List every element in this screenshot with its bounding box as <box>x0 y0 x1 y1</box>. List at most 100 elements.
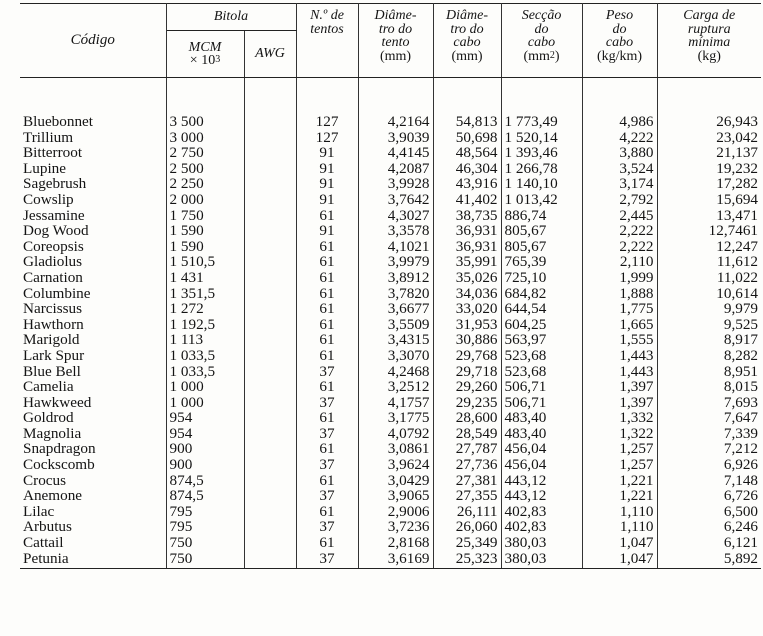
cell-diam-cabo: 34,036 <box>433 285 502 302</box>
cell-diam-tento: 3,9039 <box>358 129 434 146</box>
cell-mcm: 1 750 <box>166 207 245 224</box>
cell-seccao: 483,40 <box>501 410 583 426</box>
cell-seccao: 1 013,42 <box>501 192 583 208</box>
cell-awg <box>244 519 297 536</box>
cell-awg <box>244 425 297 442</box>
cell-awg <box>244 332 297 348</box>
table-row: Marigold 1 113 61 3,4315 30,886 563,97 1,555 8,… <box>20 332 761 348</box>
cell-diam-tento: 4,2468 <box>358 363 434 380</box>
cell-mcm: 954 <box>166 426 245 442</box>
cell-carga: 11,022 <box>716 268 759 286</box>
header-n-tentos-line1: N.º de <box>310 8 344 23</box>
table-row: Trillium 3 000 127 3,9039 50,698 1 520,14 4,22… <box>20 129 761 146</box>
cell-n-tentos: 127 <box>296 114 359 130</box>
cell-peso: 1,999 <box>582 270 658 286</box>
cell-carga: 8,917 <box>723 331 759 349</box>
cell-peso: 1,110 <box>582 504 658 520</box>
table-row: Hawthorn 1 192,5 61 3,5509 31,953 604,25 1,665… <box>20 317 761 333</box>
cell-awg <box>244 145 297 161</box>
cell-awg <box>244 114 297 130</box>
cell-peso: 1,221 <box>582 488 658 504</box>
table-row: Jessamine 1 750 61 4,3027 38,735 886,74 2,445 1… <box>20 207 761 224</box>
cell-mcm: 1 431 <box>166 270 245 286</box>
cell-diam-tento: 4,2164 <box>358 114 434 130</box>
cell-n-tentos: 61 <box>296 239 359 255</box>
spacer-cell <box>657 78 761 115</box>
cell-diam-cabo: 48,564 <box>433 145 502 161</box>
cell-n-tentos: 61 <box>296 348 359 364</box>
cell-diam-cabo: 38,735 <box>433 207 502 224</box>
cell-diam-cabo: 46,304 <box>433 161 502 177</box>
header-diam-tento-line3: tento <box>381 35 410 50</box>
cell-codigo: Anemone <box>20 488 167 504</box>
cell-awg <box>244 457 297 473</box>
header-seccao-unit: (mm2) <box>504 49 580 63</box>
header-n-tentos: N.º de tentos <box>296 3 359 78</box>
cell-mcm: 900 <box>166 457 245 473</box>
cell-diam-tento: 4,1757 <box>358 395 434 411</box>
cell-diam-tento: 4,2087 <box>358 161 434 177</box>
table-row: Dog Wood 1 590 91 3,3578 36,931 805,67 2,222 12… <box>20 223 761 239</box>
cell-awg <box>244 503 297 520</box>
cell-seccao: 1 520,14 <box>501 129 583 146</box>
cell-awg <box>244 441 297 458</box>
cell-peso: 1,221 <box>582 473 658 489</box>
table-row: Columbine 1 351,5 61 3,7820 34,036 684,82 1,88… <box>20 285 761 302</box>
table-row: Narcissus 1 272 61 3,6677 33,020 644,54 1,775 9… <box>20 301 761 317</box>
cell-mcm: 795 <box>166 519 245 536</box>
spacer-cell <box>501 77 583 114</box>
cell-diam-cabo: 29,768 <box>433 348 502 364</box>
cell-awg <box>244 176 297 192</box>
cell-diam-cabo: 28,600 <box>433 410 502 426</box>
header-mcm-unit-exp: 3 <box>215 54 221 65</box>
cell-peso: 3,524 <box>582 161 658 177</box>
cell-awg <box>244 285 297 302</box>
header-codigo-label: Código <box>70 31 115 48</box>
cell-diam-cabo: 28,549 <box>433 426 502 442</box>
header-diam-cabo-line2: tro do <box>450 21 484 37</box>
cell-awg <box>244 535 297 551</box>
cell-n-tentos: 91 <box>296 192 359 208</box>
cell-carga: 11,612 <box>716 253 759 271</box>
table-row: Camelia 1 000 61 3,2512 29,260 506,71 1,397 8,0… <box>20 379 761 395</box>
cell-codigo: Marigold <box>20 332 167 348</box>
cell-peso: 1,110 <box>582 519 658 536</box>
cell-diam-cabo: 43,916 <box>433 176 502 192</box>
cell-n-tentos: 61 <box>296 410 359 426</box>
cell-mcm: 2 250 <box>166 176 245 192</box>
cell-peso: 1,888 <box>582 285 658 302</box>
cell-peso: 2,110 <box>582 254 658 270</box>
cell-seccao: 443,12 <box>501 488 583 504</box>
cell-n-tentos: 61 <box>296 441 359 458</box>
header-carga-line3: mínima <box>688 35 731 50</box>
cell-awg <box>244 223 297 239</box>
cell-codigo: Magnolia <box>20 426 167 442</box>
table-row: Gladiolus 1 510,5 61 3,9979 35,991 765,39 2,11… <box>20 254 761 270</box>
cell-mcm: 2 750 <box>166 145 245 161</box>
cell-seccao: 523,68 <box>501 363 583 380</box>
cell-n-tentos: 91 <box>296 161 359 177</box>
cell-carga: 5,892 <box>657 550 762 570</box>
cell-carga: 6,726 <box>723 487 759 505</box>
cell-n-tentos: 61 <box>296 504 359 520</box>
cell-codigo: Arbutus <box>20 519 167 536</box>
cell-codigo: Petunia <box>20 550 167 570</box>
cell-diam-cabo: 36,931 <box>433 223 502 239</box>
cell-peso: 1,332 <box>582 410 658 426</box>
cell-awg <box>244 472 297 489</box>
header-codigo: Código <box>20 3 167 78</box>
header-diam-cabo: Diâme- tro do cabo (mm) <box>433 3 502 78</box>
cell-diam-cabo: 36,931 <box>433 239 502 255</box>
table-row: Anemone 874,5 37 3,9065 27,355 443,12 1,221 6,7… <box>20 488 761 504</box>
cell-diam-cabo: 54,813 <box>433 114 502 130</box>
table-row: Coreopsis 1 590 61 4,1021 36,931 805,67 2,222 1… <box>20 239 761 255</box>
table-row: Cattail 750 61 2,8168 25,349 380,03 1,047 6,121 <box>20 535 761 551</box>
cell-peso: 1,322 <box>582 426 658 442</box>
cell-carga: 12,7461 <box>708 222 759 240</box>
cell-codigo: Columbine <box>20 285 167 302</box>
cell-diam-tento: 2,8168 <box>358 535 434 551</box>
cell-n-tentos: 37 <box>296 488 359 504</box>
cell-diam-cabo: 27,736 <box>433 457 502 473</box>
cell-peso: 1,775 <box>582 301 658 317</box>
